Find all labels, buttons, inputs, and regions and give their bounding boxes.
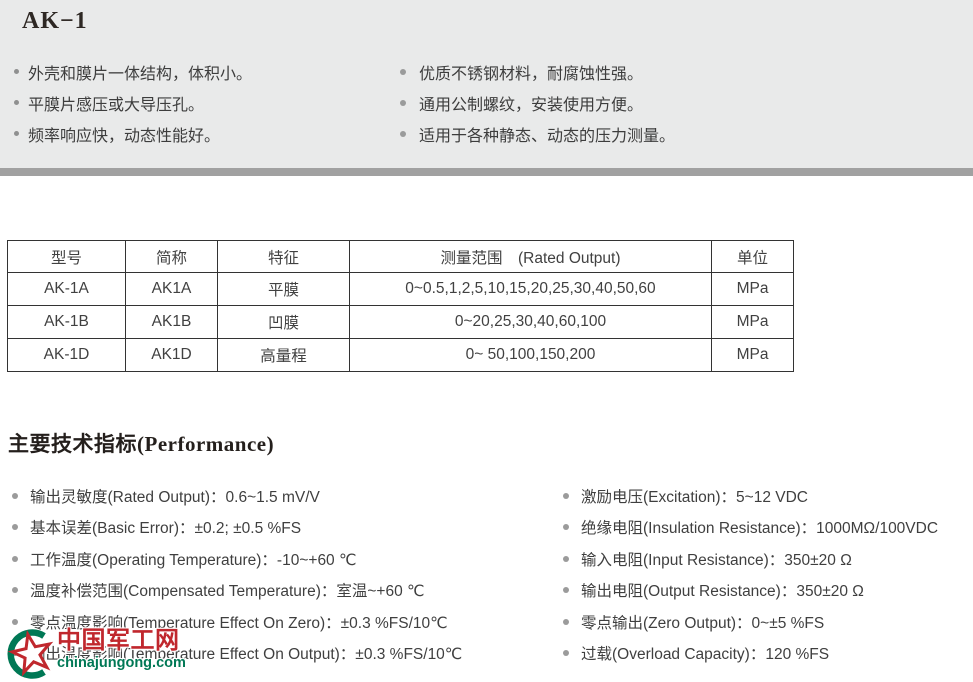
- cell-abbr: AK1A: [125, 272, 218, 306]
- spec-item: 温度补偿范围(Compensated Temperature)：室温~+60 ℃: [12, 575, 552, 607]
- bullet-icon: [563, 587, 569, 594]
- watermark-text-block: 中国军工网 chinajungong.com: [57, 627, 186, 672]
- cell-model: AK-1A: [7, 272, 126, 306]
- spec-item: 零点输出(Zero Output)：0~±5 %FS: [563, 606, 973, 638]
- feature-text: 优质不锈钢材料，耐腐蚀性强。: [419, 65, 644, 83]
- table-row: AK-1A AK1A 平膜 0~0.5,1,2,5,10,15,20,25,30…: [7, 272, 794, 306]
- performance-list-left: 输出灵敏度(Rated Output)：0.6~1.5 mV/V 基本误差(Ba…: [12, 480, 552, 669]
- col-header-unit: 单位: [711, 240, 794, 273]
- watermark-site-domain: chinajungong.com: [57, 655, 186, 671]
- bullet-icon: [400, 130, 406, 137]
- cell-range: 0~0.5,1,2,5,10,15,20,25,30,40,50,60: [349, 272, 712, 306]
- spec-text: 工作温度(Operating Temperature)：-10~+60 ℃: [30, 551, 357, 569]
- spec-item: 工作温度(Operating Temperature)：-10~+60 ℃: [12, 543, 552, 575]
- spec-text: 输出灵敏度(Rated Output)：0.6~1.5 mV/V: [30, 488, 320, 506]
- cell-abbr: AK1D: [125, 338, 218, 372]
- feature-item: 适用于各种静态、动态的压力测量。: [400, 118, 675, 149]
- performance-list-right: 激励电压(Excitation)：5~12 VDC 绝缘电阻(Insulatio…: [563, 480, 973, 669]
- header-panel: AK−1 外壳和膜片一体结构，体积小。 平膜片感压或大导压孔。 频率响应快，动态…: [0, 0, 973, 168]
- spec-text: 输入电阻(Input Resistance)：350±20 Ω: [581, 551, 852, 569]
- model-spec-table: 型号 简称 特征 测量范围 (Rated Output) 单位 AK-1A AK…: [7, 240, 794, 372]
- page-title: AK−1: [22, 8, 88, 34]
- bullet-icon: [563, 524, 569, 531]
- table-header-row: 型号 简称 特征 测量范围 (Rated Output) 单位: [7, 240, 794, 273]
- star-shape: [7, 629, 54, 677]
- cell-feature: 平膜: [217, 272, 350, 306]
- feature-list-left: 外壳和膜片一体结构，体积小。 平膜片感压或大导压孔。 频率响应快，动态性能好。: [14, 56, 252, 149]
- feature-item: 频率响应快，动态性能好。: [14, 118, 252, 149]
- cell-model: AK-1D: [7, 338, 126, 372]
- bullet-icon: [12, 492, 18, 499]
- feature-text: 外壳和膜片一体结构，体积小。: [28, 65, 253, 83]
- feature-item: 通用公制螺纹，安装使用方便。: [400, 87, 675, 118]
- cell-range: 0~ 50,100,150,200: [349, 338, 712, 372]
- col-header-abbr: 简称: [125, 240, 218, 273]
- table-row: AK-1B AK1B 凹膜 0~20,25,30,40,60,100 MPa: [7, 305, 794, 339]
- bullet-icon: [12, 587, 18, 594]
- cell-abbr: AK1B: [125, 305, 218, 339]
- site-watermark: 中国军工网 chinajungong.com: [2, 626, 202, 682]
- bullet-icon: [14, 69, 19, 74]
- spec-item: 激励电压(Excitation)：5~12 VDC: [563, 480, 973, 512]
- spec-text: 过载(Overload Capacity)：120 %FS: [581, 646, 830, 664]
- feature-item: 外壳和膜片一体结构，体积小。: [14, 56, 252, 87]
- cell-unit: MPa: [711, 305, 794, 339]
- feature-list-right: 优质不锈钢材料，耐腐蚀性强。 通用公制螺纹，安装使用方便。 适用于各种静态、动态…: [400, 56, 675, 149]
- col-header-model: 型号: [7, 240, 126, 273]
- feature-text: 平膜片感压或大导压孔。: [28, 96, 205, 114]
- cell-unit: MPa: [711, 272, 794, 306]
- feature-item: 平膜片感压或大导压孔。: [14, 87, 252, 118]
- bullet-icon: [12, 524, 18, 531]
- cell-unit: MPa: [711, 338, 794, 372]
- spec-text: 输出温度影响(Temperature Effect On Output)：±0.…: [30, 646, 463, 664]
- divider-bar: [0, 168, 973, 176]
- cell-range: 0~20,25,30,40,60,100: [349, 305, 712, 339]
- bullet-icon: [14, 100, 19, 105]
- spec-item: 零点温度影响(Temperature Effect On Zero)：±0.3 …: [12, 606, 552, 638]
- performance-section-title: 主要技术指标(Performance): [8, 432, 275, 456]
- feature-text: 频率响应快，动态性能好。: [28, 127, 221, 145]
- feature-item: 优质不锈钢材料，耐腐蚀性强。: [400, 56, 675, 87]
- crescent-shape: [7, 629, 46, 679]
- spec-text: 输出电阻(Output Resistance)：350±20 Ω: [581, 583, 864, 601]
- spec-item: 输入电阻(Input Resistance)：350±20 Ω: [563, 543, 973, 575]
- col-header-feature: 特征: [217, 240, 350, 273]
- spec-text: 激励电压(Excitation)：5~12 VDC: [581, 488, 808, 506]
- watermark-site-name: 中国军工网: [57, 627, 180, 654]
- cell-feature: 高量程: [217, 338, 350, 372]
- bullet-icon: [400, 99, 406, 106]
- bullet-icon: [563, 492, 569, 499]
- spec-item: 输出灵敏度(Rated Output)：0.6~1.5 mV/V: [12, 480, 552, 512]
- spec-text: 零点温度影响(Temperature Effect On Zero)：±0.3 …: [30, 614, 448, 632]
- spec-item: 绝缘电阻(Insulation Resistance)：1000MΩ/100VD…: [563, 512, 973, 544]
- spec-item: 过载(Overload Capacity)：120 %FS: [563, 638, 973, 670]
- spec-text: 绝缘电阻(Insulation Resistance)：1000MΩ/100VD…: [581, 520, 939, 538]
- spec-item: 基本误差(Basic Error)：±0.2; ±0.5 %FS: [12, 512, 552, 544]
- spec-item: 输出电阻(Output Resistance)：350±20 Ω: [563, 575, 973, 607]
- feature-text: 通用公制螺纹，安装使用方便。: [419, 96, 644, 114]
- bullet-icon: [12, 555, 18, 562]
- bullet-icon: [400, 68, 406, 75]
- bullet-icon: [563, 650, 569, 657]
- bullet-icon: [12, 618, 18, 625]
- spec-text: 温度补偿范围(Compensated Temperature)：室温~+60 ℃: [30, 583, 425, 601]
- bullet-icon: [563, 618, 569, 625]
- cell-feature: 凹膜: [217, 305, 350, 339]
- spec-text: 零点输出(Zero Output)：0~±5 %FS: [581, 614, 825, 632]
- feature-text: 适用于各种静态、动态的压力测量。: [419, 127, 676, 145]
- cell-model: AK-1B: [7, 305, 126, 339]
- star-crescent-logo-icon: [7, 629, 54, 679]
- bullet-icon: [14, 131, 19, 136]
- spec-text: 基本误差(Basic Error)：±0.2; ±0.5 %FS: [30, 520, 302, 538]
- col-header-range: 测量范围 (Rated Output): [349, 240, 712, 273]
- bullet-icon: [563, 555, 569, 562]
- table-row: AK-1D AK1D 高量程 0~ 50,100,150,200 MPa: [7, 338, 794, 372]
